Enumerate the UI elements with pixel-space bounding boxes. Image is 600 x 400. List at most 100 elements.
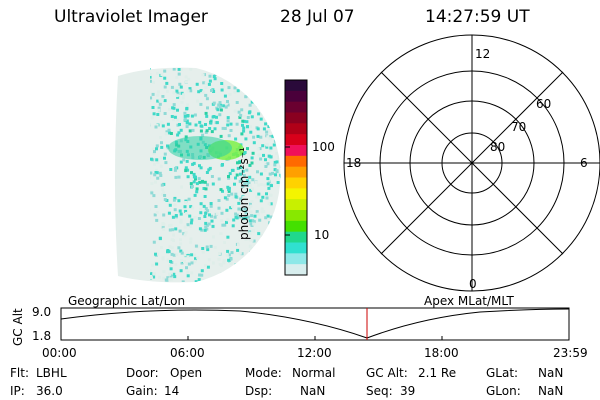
colorbar-segment bbox=[285, 155, 307, 168]
uv-speckle bbox=[173, 203, 177, 207]
uv-speckle bbox=[167, 259, 170, 262]
uv-speckle bbox=[186, 89, 190, 93]
uv-speckle bbox=[164, 161, 168, 165]
uv-speckle bbox=[246, 184, 250, 187]
timeline-xtick-1: 06:00 bbox=[170, 346, 205, 360]
uv-speckle bbox=[161, 222, 165, 225]
uv-speckle bbox=[155, 218, 159, 222]
uv-speckle bbox=[204, 187, 208, 191]
uv-speckle bbox=[187, 197, 191, 201]
uv-speckle bbox=[267, 154, 271, 158]
uv-speckle bbox=[161, 225, 165, 229]
uv-speckle bbox=[150, 96, 153, 100]
uv-speckle bbox=[274, 263, 278, 267]
uv-speckle bbox=[258, 258, 262, 262]
uv-speckle bbox=[171, 106, 175, 110]
info-glat-label: GLat: bbox=[486, 366, 519, 380]
colorbar-segment bbox=[285, 134, 307, 146]
uv-speckle bbox=[250, 115, 254, 119]
uv-speckle bbox=[248, 265, 252, 269]
uv-speckle bbox=[275, 151, 279, 155]
uv-speckle bbox=[242, 89, 246, 92]
uv-speckle bbox=[150, 99, 152, 102]
uv-speckle bbox=[163, 156, 166, 160]
uv-speckle bbox=[281, 102, 284, 105]
uv-speckle bbox=[245, 187, 249, 191]
uv-speckle bbox=[248, 268, 252, 272]
uv-speckle bbox=[255, 71, 258, 75]
uv-speckle bbox=[205, 171, 209, 174]
uv-speckle bbox=[269, 282, 272, 285]
uv-speckle bbox=[176, 108, 179, 112]
uv-speckle bbox=[277, 115, 281, 119]
uv-speckle bbox=[195, 187, 199, 191]
uv-speckle bbox=[215, 212, 219, 216]
uv-speckle bbox=[230, 68, 234, 71]
uv-speckle bbox=[268, 137, 272, 141]
uv-speckle bbox=[205, 245, 209, 249]
uv-speckle bbox=[191, 206, 195, 210]
uv-speckle bbox=[248, 202, 252, 206]
uv-speckle bbox=[168, 224, 171, 228]
uv-speckle bbox=[252, 254, 255, 257]
info-flt-label: Flt: bbox=[10, 366, 29, 380]
uv-speckle bbox=[154, 205, 158, 208]
uv-speckle bbox=[252, 77, 256, 81]
uv-speckle bbox=[185, 266, 188, 270]
uv-speckle bbox=[163, 76, 167, 80]
uv-speckle bbox=[278, 69, 281, 73]
uv-speckle bbox=[265, 145, 269, 149]
uv-speckle bbox=[227, 175, 230, 178]
mlt-label-18: 18 bbox=[346, 156, 362, 170]
uv-speckle bbox=[113, 70, 116, 73]
uv-speckle bbox=[154, 125, 158, 129]
uv-speckle bbox=[153, 150, 156, 154]
uv-speckle bbox=[194, 280, 198, 282]
uv-speckle bbox=[170, 85, 174, 89]
uv-speckle bbox=[157, 106, 161, 110]
uv-speckle bbox=[233, 80, 236, 84]
uv-speckle bbox=[227, 68, 231, 72]
uv-speckle bbox=[264, 253, 268, 257]
uv-speckle bbox=[258, 79, 262, 83]
uv-speckle bbox=[213, 127, 217, 131]
uv-speckle bbox=[241, 123, 244, 127]
uv-speckle bbox=[156, 252, 159, 256]
uv-speckle bbox=[208, 127, 212, 130]
uv-speckle bbox=[208, 74, 212, 78]
uv-speckle bbox=[262, 72, 266, 76]
uv-speckle bbox=[234, 263, 238, 267]
uv-speckle bbox=[186, 175, 190, 179]
uv-speckle bbox=[262, 127, 266, 131]
uv-speckle bbox=[193, 193, 197, 197]
uv-speckle bbox=[179, 220, 183, 224]
uv-speckle bbox=[172, 91, 176, 95]
uv-speckle bbox=[211, 235, 215, 239]
uv-speckle bbox=[244, 216, 248, 220]
uv-speckle bbox=[152, 112, 156, 116]
uv-speckle bbox=[210, 89, 213, 92]
uv-speckle bbox=[281, 97, 284, 100]
uv-speckle bbox=[277, 225, 280, 229]
uv-speckle bbox=[174, 175, 178, 179]
uv-speckle bbox=[175, 75, 179, 79]
uv-speckle bbox=[233, 86, 237, 90]
uv-speckle bbox=[168, 245, 172, 249]
uv-speckle bbox=[252, 239, 256, 243]
info-door-label: Door: bbox=[126, 366, 159, 380]
uv-speckle bbox=[215, 283, 218, 286]
uv-speckle bbox=[221, 126, 225, 130]
uv-speckle bbox=[240, 263, 243, 267]
uv-speckle bbox=[268, 237, 272, 241]
uv-speckle bbox=[113, 213, 116, 216]
uv-speckle bbox=[206, 281, 210, 282]
uv-speckle bbox=[159, 164, 163, 168]
uv-speckle bbox=[169, 132, 173, 135]
uv-speckle bbox=[182, 93, 186, 97]
uv-speckle bbox=[283, 73, 286, 76]
mlt-label-6: 6 bbox=[580, 156, 588, 170]
uv-speckle bbox=[250, 238, 254, 242]
uv-speckle bbox=[154, 168, 158, 172]
uv-speckle bbox=[258, 147, 262, 151]
uv-speckle bbox=[272, 110, 276, 114]
